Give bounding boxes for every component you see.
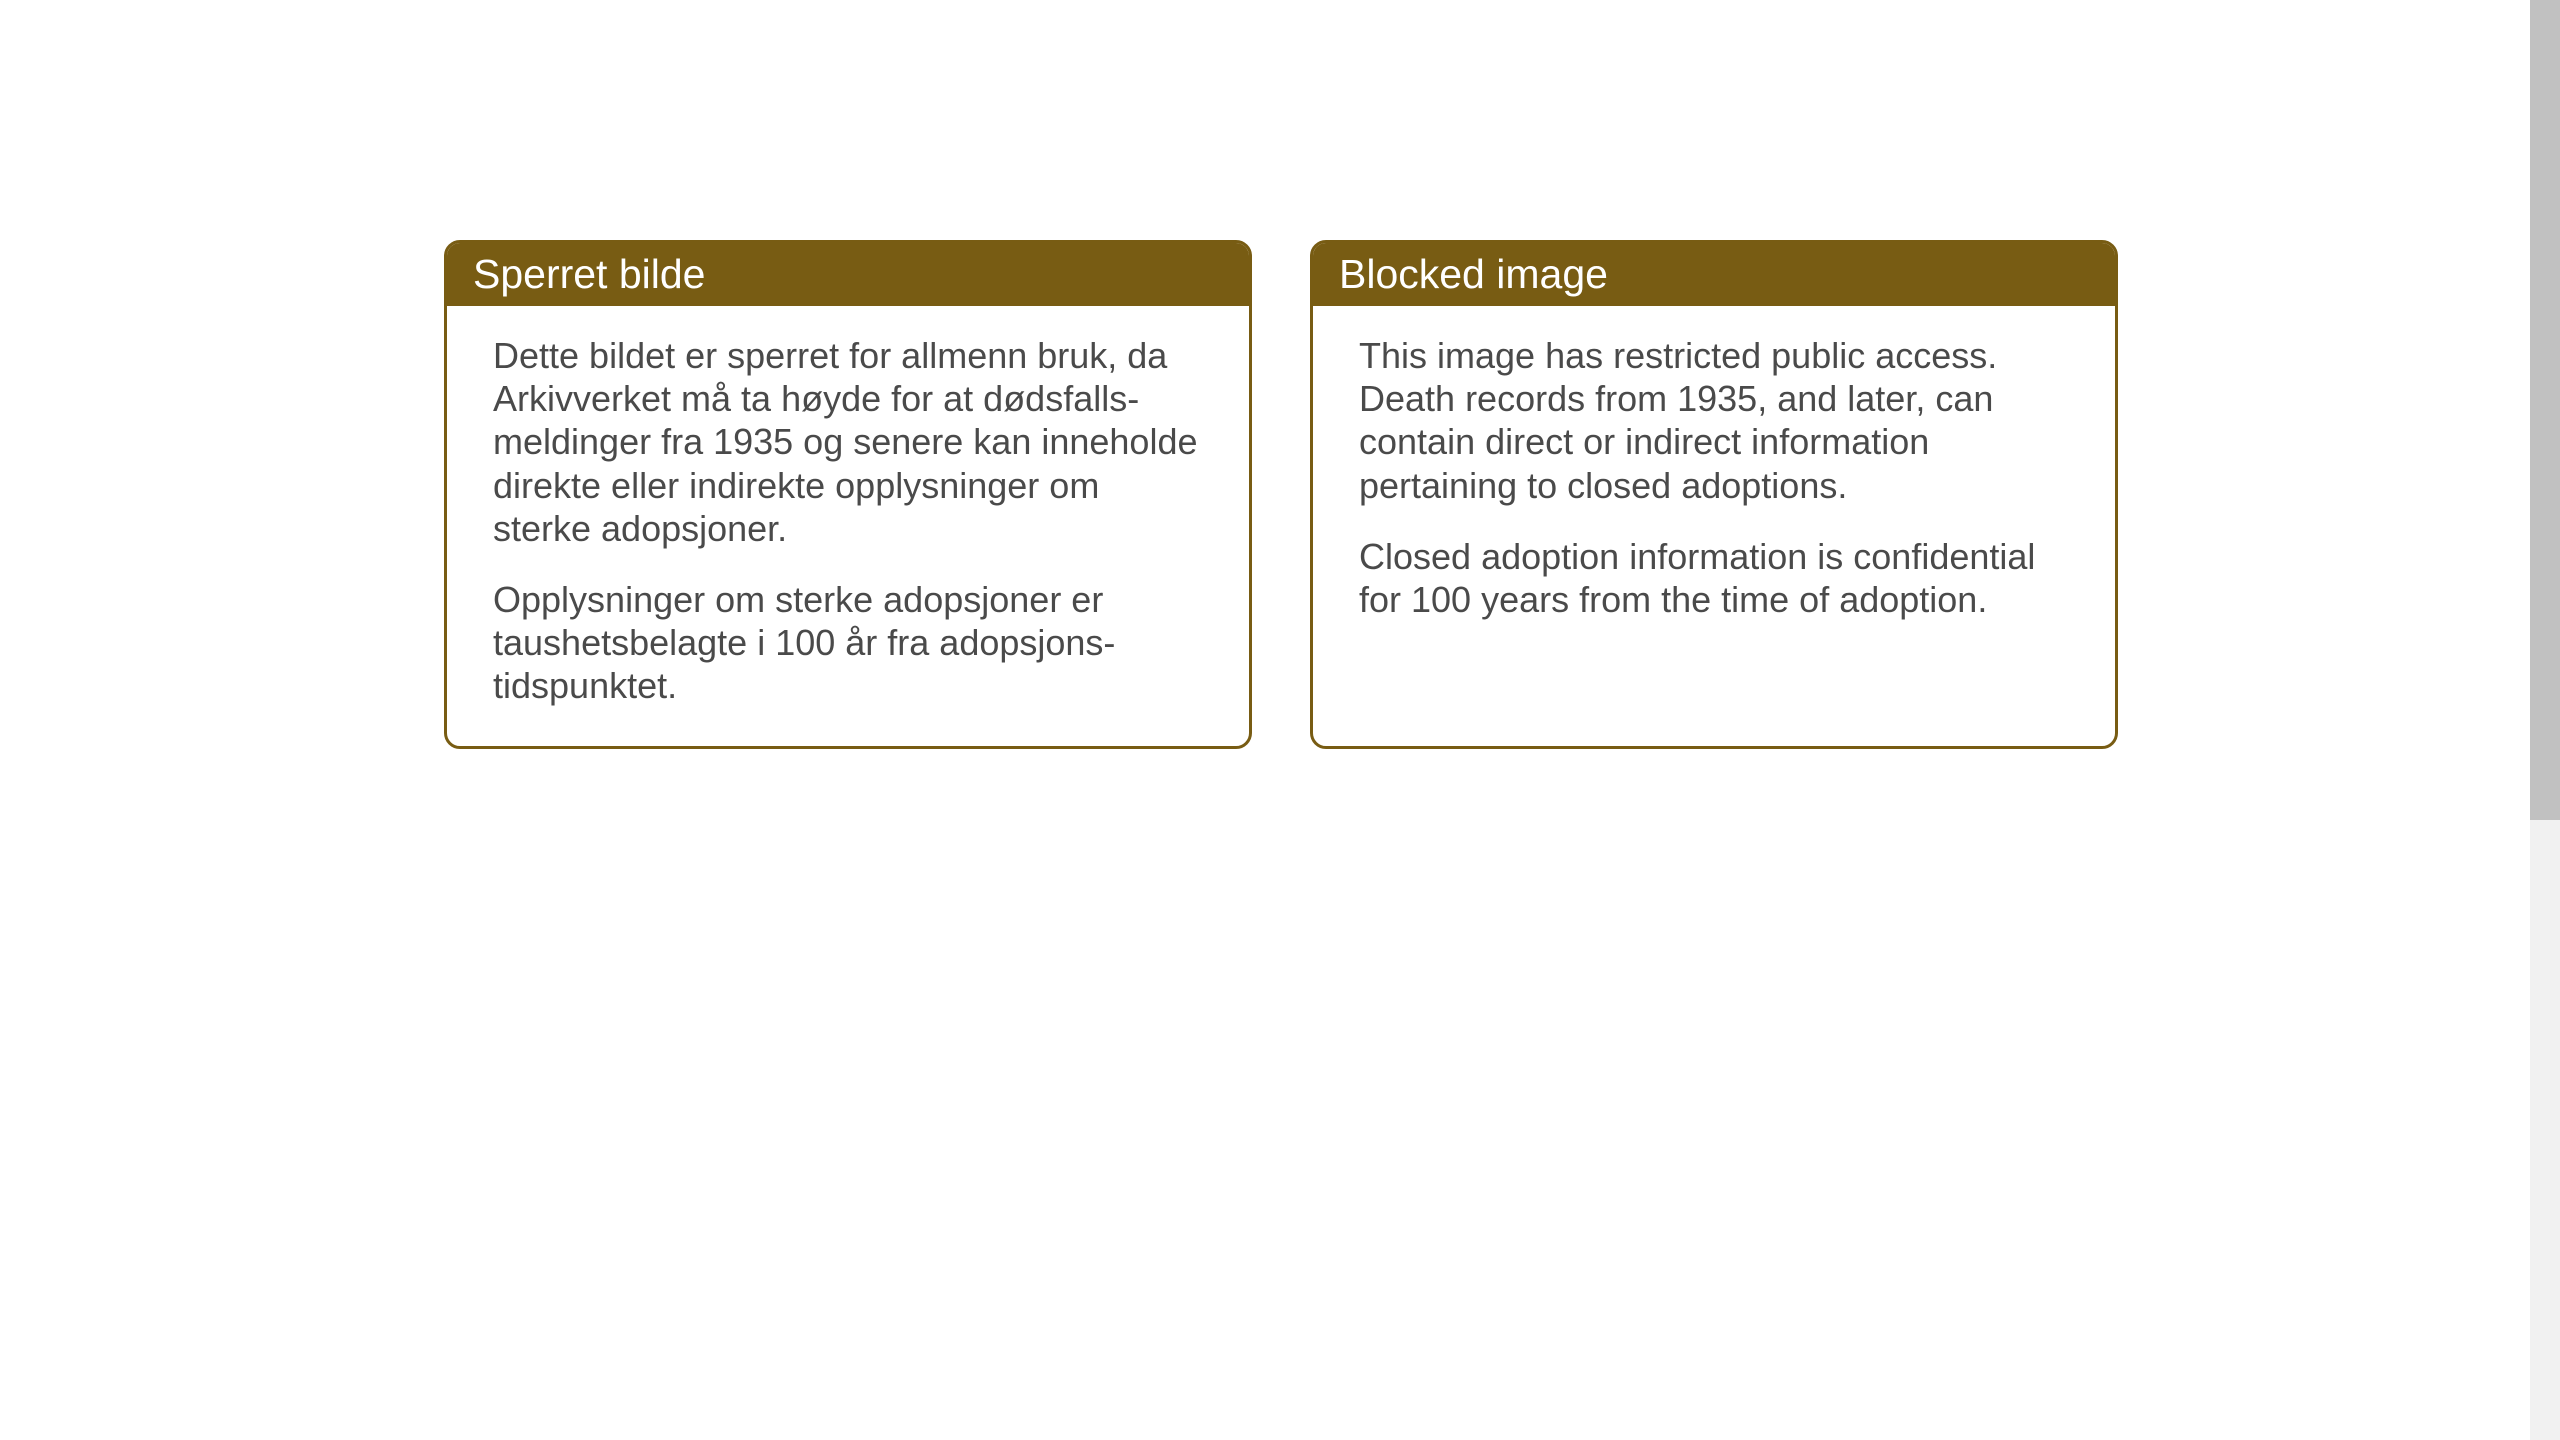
card-header-english: Blocked image xyxy=(1313,243,2115,306)
card-paragraph: Closed adoption information is confident… xyxy=(1359,535,2069,621)
notice-card-norwegian: Sperret bilde Dette bildet er sperret fo… xyxy=(444,240,1252,749)
card-header-norwegian: Sperret bilde xyxy=(447,243,1249,306)
card-paragraph: Opplysninger om sterke adopsjoner er tau… xyxy=(493,578,1203,708)
card-paragraph: This image has restricted public access.… xyxy=(1359,334,2069,507)
card-title-norwegian: Sperret bilde xyxy=(473,251,705,297)
card-body-english: This image has restricted public access.… xyxy=(1313,306,2115,701)
scrollbar-thumb[interactable] xyxy=(2530,0,2560,820)
notice-card-english: Blocked image This image has restricted … xyxy=(1310,240,2118,749)
notice-container: Sperret bilde Dette bildet er sperret fo… xyxy=(444,240,2118,749)
card-body-norwegian: Dette bildet er sperret for allmenn bruk… xyxy=(447,306,1249,746)
scrollbar-track[interactable] xyxy=(2530,0,2560,1440)
card-paragraph: Dette bildet er sperret for allmenn bruk… xyxy=(493,334,1203,550)
card-title-english: Blocked image xyxy=(1339,251,1608,297)
